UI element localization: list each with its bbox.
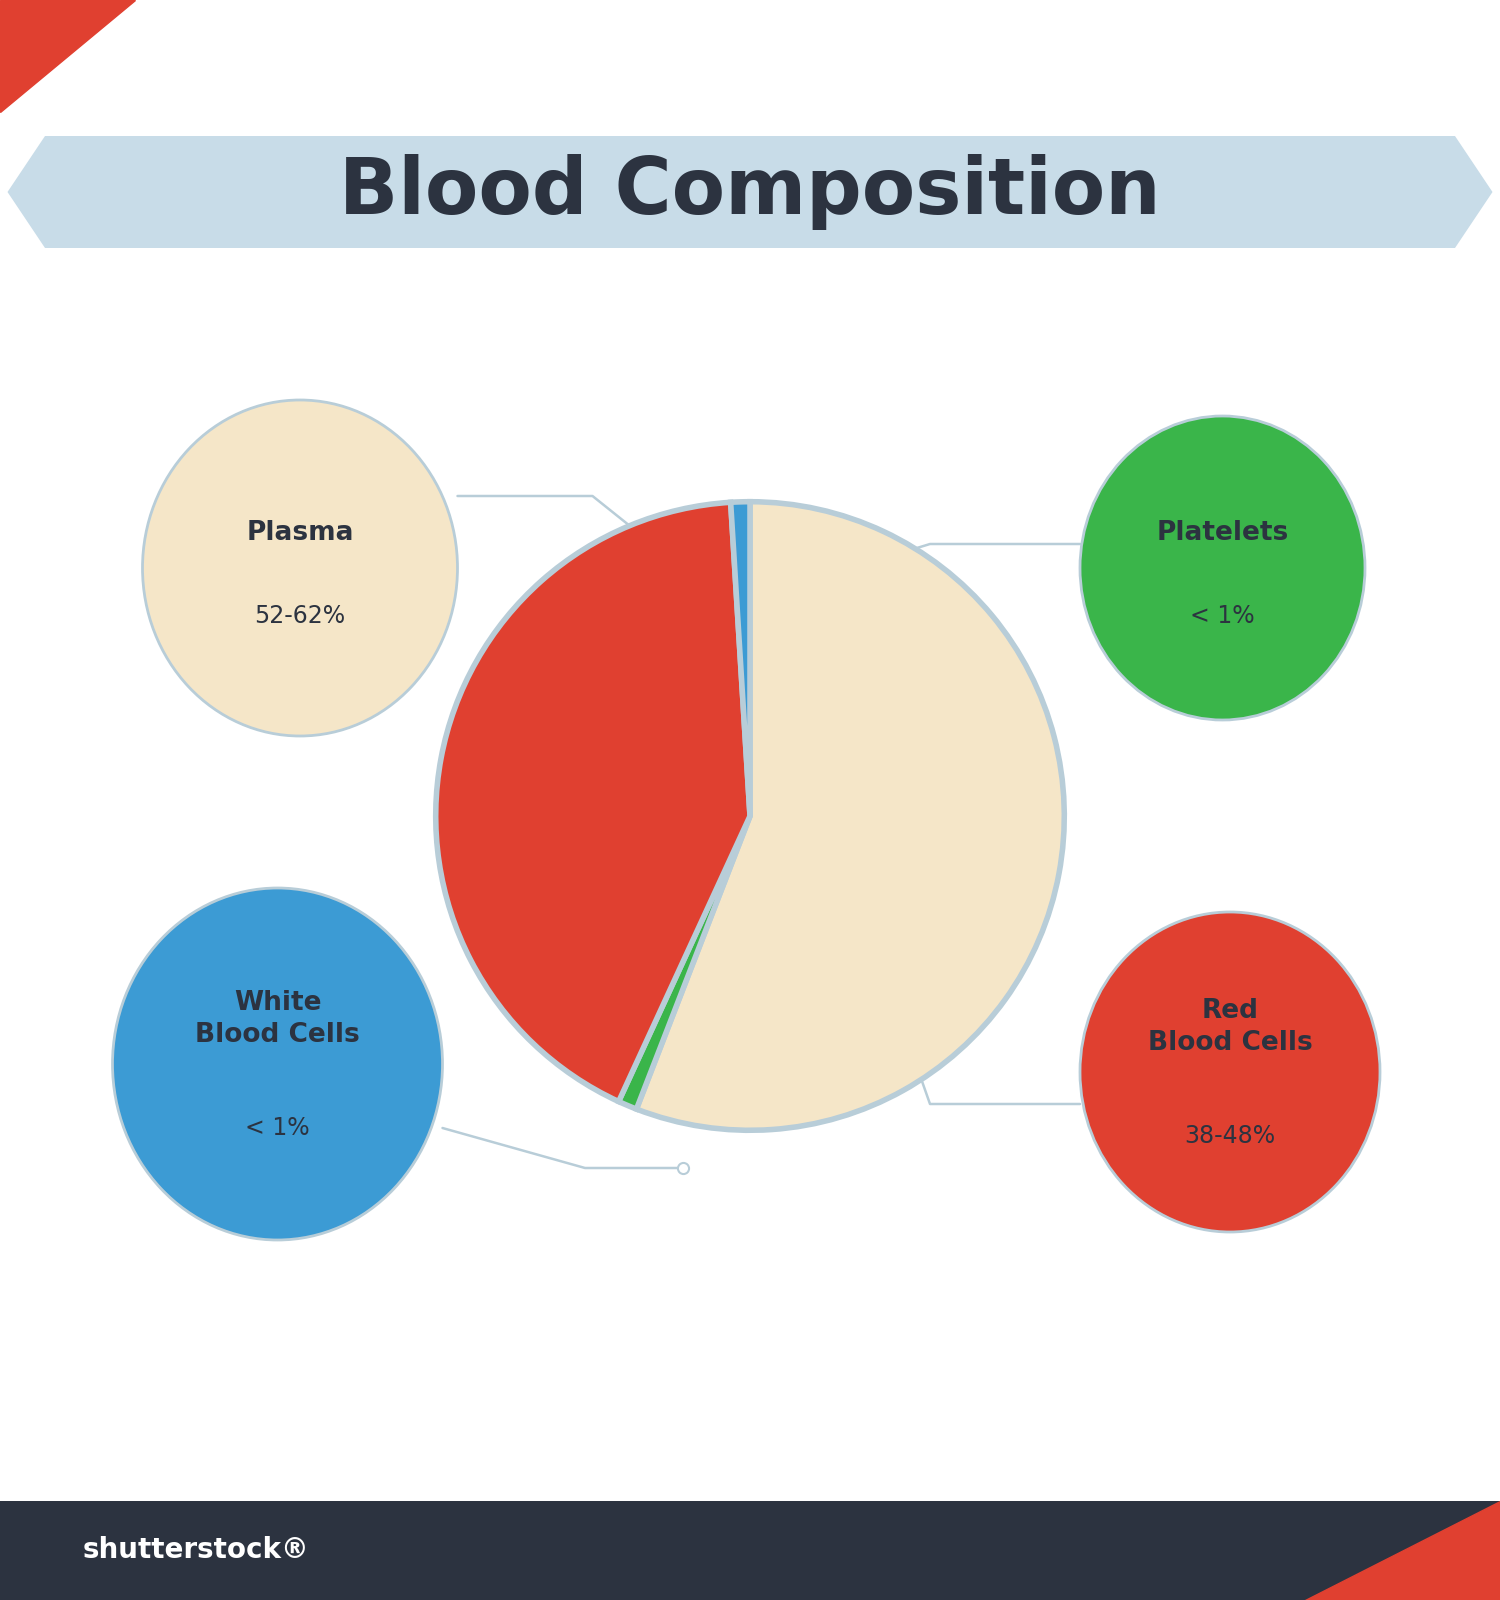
Text: Platelets: Platelets	[1156, 520, 1288, 546]
Text: 38-48%: 38-48%	[1185, 1123, 1275, 1149]
Text: < 1%: < 1%	[1190, 603, 1256, 627]
Text: Red
Blood Cells: Red Blood Cells	[1148, 998, 1312, 1056]
Polygon shape	[8, 136, 1492, 248]
Wedge shape	[730, 502, 750, 816]
Text: 52-62%: 52-62%	[255, 603, 345, 627]
Circle shape	[142, 400, 458, 736]
Polygon shape	[1305, 1501, 1500, 1600]
Wedge shape	[435, 502, 750, 1101]
Text: White
Blood Cells: White Blood Cells	[195, 990, 360, 1048]
Wedge shape	[618, 816, 750, 1109]
Wedge shape	[636, 502, 1065, 1130]
Text: Plasma: Plasma	[246, 520, 354, 546]
Text: Blood Composition: Blood Composition	[339, 154, 1161, 230]
Circle shape	[1080, 912, 1380, 1232]
Circle shape	[112, 888, 442, 1240]
FancyBboxPatch shape	[0, 1501, 1500, 1600]
Circle shape	[1080, 416, 1365, 720]
Polygon shape	[0, 0, 135, 112]
Text: < 1%: < 1%	[244, 1117, 310, 1139]
Text: shutterstock®: shutterstock®	[82, 1536, 309, 1565]
